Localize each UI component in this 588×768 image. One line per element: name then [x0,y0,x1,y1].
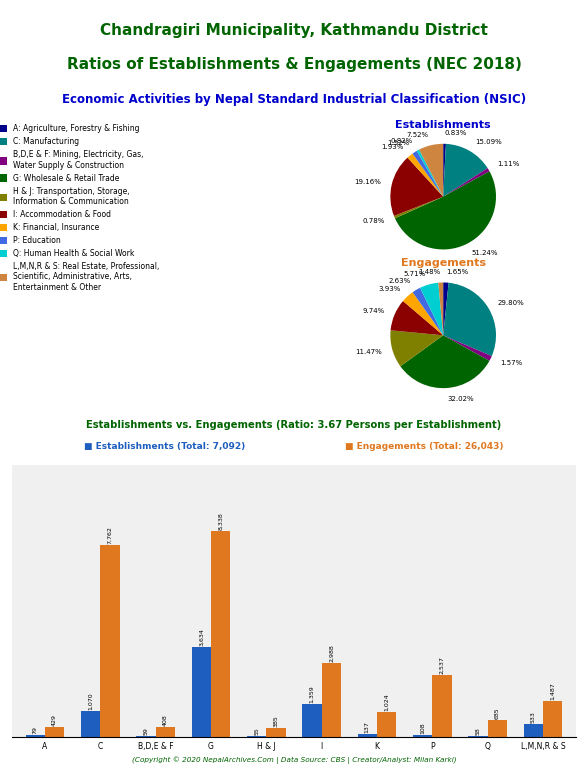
Text: 32.02%: 32.02% [447,396,474,402]
Text: 1.52%: 1.52% [387,141,409,147]
Text: 51.24%: 51.24% [472,250,498,257]
Text: 1,024: 1,024 [384,694,389,711]
Bar [45,727,64,737]
Text: 79: 79 [33,727,38,734]
Text: 7.52%: 7.52% [406,132,428,138]
Text: 1.93%: 1.93% [381,144,403,151]
Wedge shape [443,283,449,336]
Bar [377,712,396,737]
Text: 429: 429 [52,713,57,726]
Text: 108: 108 [420,722,425,733]
Title: Establishments: Establishments [395,120,491,130]
Bar [524,724,543,737]
Bar [487,720,507,737]
Text: 9.74%: 9.74% [363,307,385,313]
Text: 59: 59 [143,727,148,735]
Text: 2.63%: 2.63% [389,278,411,283]
Bar [81,711,101,737]
Text: 1.11%: 1.11% [497,161,520,167]
Text: ■ Establishments (Total: 7,092): ■ Establishments (Total: 7,092) [83,442,245,452]
Wedge shape [417,150,443,197]
Wedge shape [403,292,443,336]
Text: 1.65%: 1.65% [446,269,469,275]
Bar [26,735,45,737]
Bar [266,728,286,737]
Wedge shape [413,288,443,336]
Wedge shape [443,144,487,197]
Text: 15.09%: 15.09% [475,139,502,145]
Text: 58: 58 [476,727,480,735]
Text: 2,537: 2,537 [440,656,445,674]
Text: 0.78%: 0.78% [362,218,385,224]
Bar [211,531,230,737]
Text: 19.16%: 19.16% [355,179,382,185]
Text: 0.82%: 0.82% [390,138,413,144]
Wedge shape [420,283,443,336]
Text: 7,762: 7,762 [108,527,112,545]
Text: 3.93%: 3.93% [378,286,400,292]
Text: Economic Activities by Nepal Standard Industrial Classification (NSIC): Economic Activities by Nepal Standard In… [62,93,526,106]
Text: 3,634: 3,634 [199,628,204,647]
Bar [136,736,156,737]
Text: (Copyright © 2020 NepalArchives.Com | Data Source: CBS | Creator/Analyst: Milan : (Copyright © 2020 NepalArchives.Com | Da… [132,756,456,764]
Wedge shape [443,336,492,361]
Wedge shape [438,283,443,336]
Wedge shape [419,144,443,197]
Bar [432,674,452,737]
Text: 11.47%: 11.47% [355,349,382,355]
Text: 533: 533 [531,711,536,723]
Wedge shape [390,301,443,336]
Text: 2,988: 2,988 [329,644,334,663]
Bar [192,647,211,737]
Wedge shape [407,154,443,197]
Wedge shape [413,151,443,197]
Text: 55: 55 [254,727,259,735]
Text: 685: 685 [495,708,500,720]
Bar [247,736,266,737]
Wedge shape [400,336,489,388]
Text: 385: 385 [273,715,279,727]
Text: 1,070: 1,070 [88,692,93,710]
Text: ■ Engagements (Total: 26,043): ■ Engagements (Total: 26,043) [345,442,503,452]
Wedge shape [395,171,496,250]
Bar [468,736,487,737]
Text: 8,338: 8,338 [218,512,223,530]
Bar [543,700,562,737]
Title: Engagements: Engagements [400,259,486,269]
Text: 137: 137 [365,721,370,733]
Bar [156,727,175,737]
Wedge shape [443,283,496,356]
Text: 1,487: 1,487 [550,682,555,700]
Bar [413,735,432,737]
Wedge shape [443,144,446,197]
Text: 1.57%: 1.57% [500,360,522,366]
Bar [322,664,341,737]
Wedge shape [443,168,490,197]
Wedge shape [390,330,443,366]
Bar [302,703,322,737]
Text: 5.71%: 5.71% [404,271,426,277]
Text: 408: 408 [163,714,168,727]
Text: 29.80%: 29.80% [498,300,524,306]
Text: 1,359: 1,359 [309,685,315,703]
Text: Ratios of Establishments & Engagements (NEC 2018): Ratios of Establishments & Engagements (… [66,57,522,72]
Wedge shape [390,157,443,216]
Bar [358,734,377,737]
Legend: A: Agriculture, Forestry & Fishing, C: Manufacturing, B,D,E & F: Mining, Electri: A: Agriculture, Forestry & Fishing, C: M… [0,124,161,293]
Text: Chandragiri Municipality, Kathmandu District: Chandragiri Municipality, Kathmandu Dist… [100,23,488,38]
Text: 0.83%: 0.83% [445,131,467,136]
Wedge shape [394,197,443,218]
Text: 1.48%: 1.48% [418,269,440,275]
Bar [101,545,120,737]
Text: Establishments vs. Engagements (Ratio: 3.67 Persons per Establishment): Establishments vs. Engagements (Ratio: 3… [86,420,502,430]
